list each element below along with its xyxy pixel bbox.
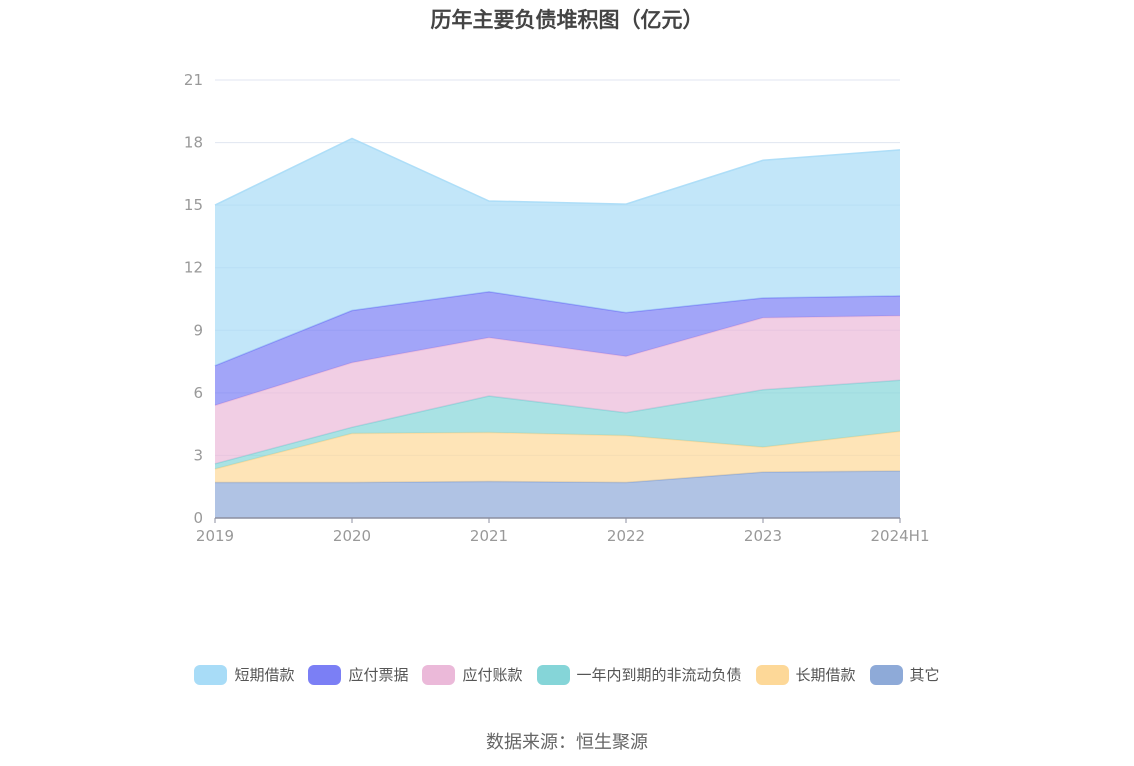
- legend-swatch: [308, 664, 342, 685]
- legend-swatch: [869, 664, 903, 685]
- legend-label: 长期借款: [795, 666, 856, 684]
- y-tick-label: 21: [184, 71, 203, 89]
- chart-legend: 短期借款 应付票据 应付账款 一年内到期的非流动负债 长期借款 其它: [0, 664, 1134, 685]
- area-series-2[interactable]: [215, 380, 900, 469]
- y-tick-label: 3: [193, 446, 203, 464]
- data-point-5-2[interactable]: [487, 199, 491, 203]
- y-tick-label: 0: [193, 509, 203, 527]
- legend-swatch: [755, 664, 789, 685]
- x-tick-label: 2024H1: [871, 527, 930, 545]
- axes: 0 3 6 9 12 15 18 21 2019 2020 2021 2022 2023 2024H1: [184, 71, 930, 545]
- x-tick-label: 2021: [470, 527, 508, 545]
- chart-title: 历年主要负债堆积图（亿元）: [430, 8, 704, 32]
- source-note: 数据来源：恒生聚源: [486, 732, 648, 753]
- x-tick-label: 2023: [744, 527, 782, 545]
- data-point-5-3[interactable]: [624, 202, 628, 206]
- area-series-edge-5: [214, 137, 901, 206]
- legend-label: 应付账款: [462, 666, 523, 684]
- legend-swatch: [422, 664, 456, 685]
- y-tick-label: 12: [184, 259, 203, 277]
- legend-label: 其它: [909, 666, 940, 684]
- data-point-5-0[interactable]: [213, 203, 217, 207]
- stacked-area-chart: 0 3 6 9 12 15 18 21 2019 2020 2021 2022 2023 2024H1: [184, 71, 930, 545]
- data-point-5-1[interactable]: [350, 136, 354, 140]
- legend-item[interactable]: 应付票据: [308, 664, 408, 685]
- legend-item[interactable]: 长期借款: [755, 664, 856, 685]
- legend-label: 应付票据: [348, 666, 409, 684]
- area-series-4[interactable]: [215, 291, 900, 406]
- x-tick-label: 2019: [196, 527, 234, 545]
- area-series-1[interactable]: [215, 431, 900, 483]
- legend-swatch: [194, 664, 228, 685]
- area-series: [213, 136, 902, 518]
- legend-swatch: [536, 664, 570, 685]
- y-tick-label: 9: [193, 321, 203, 339]
- x-tick-label: 2020: [333, 527, 371, 545]
- y-tick-label: 15: [184, 196, 203, 214]
- legend-label: 短期借款: [234, 666, 295, 684]
- area-series-3[interactable]: [215, 315, 900, 464]
- legend-item[interactable]: 其它: [869, 664, 940, 685]
- x-tick-label: 2022: [607, 527, 645, 545]
- legend-item[interactable]: 应付账款: [422, 664, 523, 685]
- area-series-5[interactable]: [215, 138, 900, 366]
- legend-item[interactable]: 短期借款: [194, 664, 294, 685]
- data-point-5-4[interactable]: [761, 158, 765, 162]
- legend-label: 一年内到期的非流动负债: [576, 666, 742, 684]
- data-point-5-5[interactable]: [898, 148, 902, 152]
- y-tick-label: 18: [184, 134, 203, 152]
- y-tick-label: 6: [193, 384, 203, 402]
- legend-item[interactable]: 一年内到期的非流动负债: [536, 664, 742, 685]
